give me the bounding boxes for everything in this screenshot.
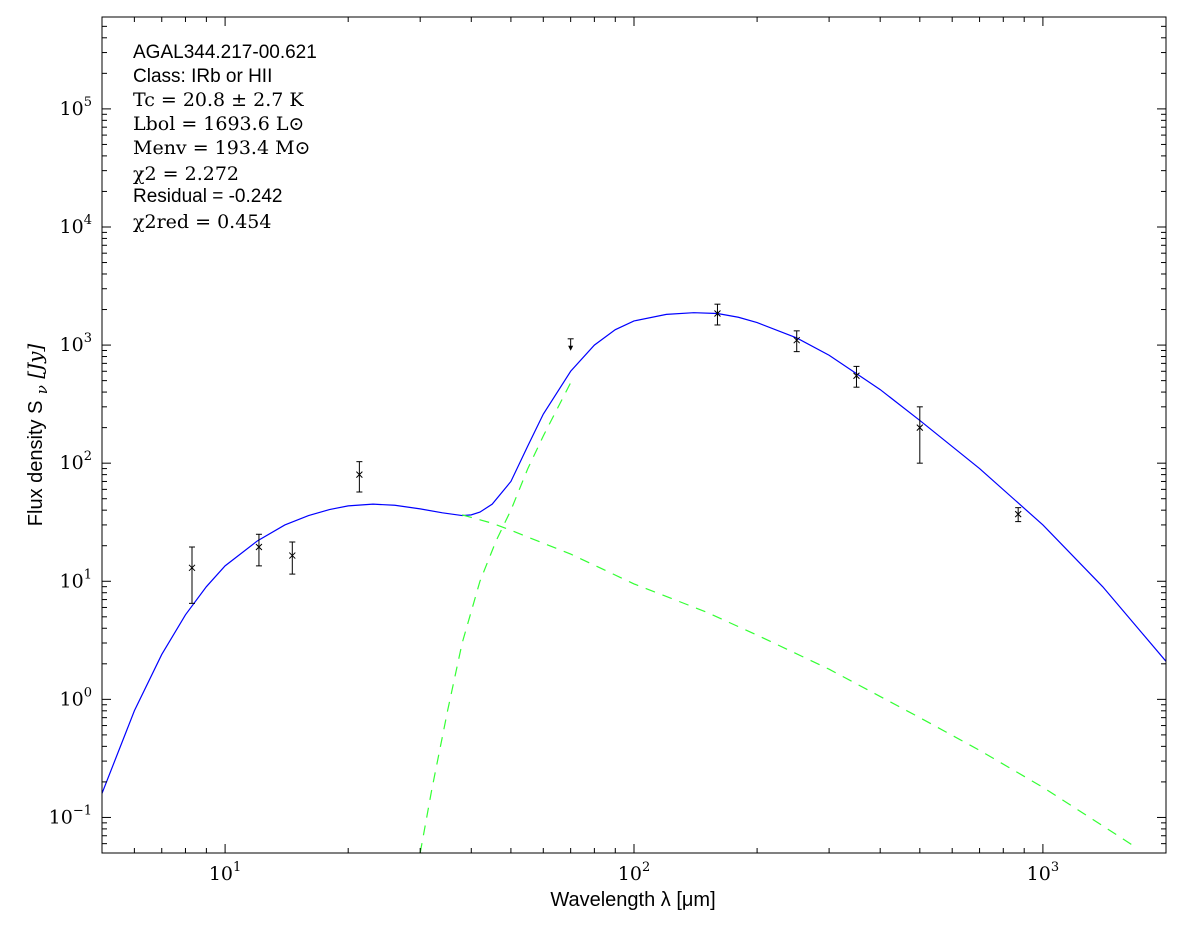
annotation-chi2: χ2 = 2.272 <box>133 163 239 185</box>
y-axis-label: Flux density S ν [Jy] <box>23 344 51 527</box>
point-marker <box>714 310 721 317</box>
point-marker <box>853 372 860 380</box>
data-point <box>793 330 801 353</box>
series-cold-component-line <box>419 382 572 853</box>
y-tick-label: 101 <box>60 567 92 592</box>
y-tick-label: 102 <box>60 449 92 474</box>
plot-frame <box>101 16 1167 854</box>
x-tick-label: 103 <box>1027 860 1059 885</box>
x-axis-label: Wavelength λ [μm] <box>550 889 715 911</box>
series-warm-component-line <box>462 514 1138 849</box>
data-point <box>188 546 196 604</box>
data-point <box>714 303 721 326</box>
data-point <box>853 365 860 388</box>
y-tick-label: 103 <box>60 331 92 356</box>
axis-ticks <box>101 16 1167 854</box>
annotation-block: AGAL344.217-00.621 Class: IRb or HII Tc … <box>133 42 317 233</box>
point-marker <box>793 336 801 344</box>
fit-curves <box>102 312 1166 853</box>
x-tick-label: 102 <box>618 860 650 885</box>
x-tick-labels: 101 102 103 <box>209 860 1059 885</box>
point-marker <box>356 471 363 478</box>
series-total-fit-line <box>102 312 1166 794</box>
y-tick-label: 100 <box>60 685 92 710</box>
data-point <box>255 533 263 567</box>
data-points <box>188 303 1022 604</box>
y-axis-label-unit: [Jy] <box>23 344 47 385</box>
x-tick-label: 101 <box>209 860 241 885</box>
point-marker <box>916 424 924 431</box>
point-marker <box>255 543 263 551</box>
y-tick-label: 105 <box>60 95 92 120</box>
annotation-menv: Menv = 193.4 M⊙ <box>133 137 310 159</box>
data-point <box>916 406 924 464</box>
y-tick-label: 104 <box>60 213 92 238</box>
upper-limit-point <box>567 338 574 351</box>
upper-limit-arrow <box>568 345 574 351</box>
data-point <box>1014 507 1022 523</box>
annotation-chi2red: χ2red = 0.454 <box>133 211 271 233</box>
annotation-class: Class: IRb or HII <box>133 66 272 87</box>
annotation-tc: Tc = 20.8 ± 2.7 K <box>133 89 304 111</box>
point-marker <box>1014 510 1022 518</box>
data-point <box>288 541 296 575</box>
point-marker <box>288 552 296 559</box>
y-axis-label-symbol: ν <box>33 385 51 394</box>
y-tick-label: 10−1 <box>49 803 92 828</box>
annotation-source: AGAL344.217-00.621 <box>133 42 317 63</box>
y-tick-labels: 10−1 100 101 102 103 104 105 <box>49 95 92 829</box>
data-point <box>356 461 363 493</box>
annotation-residual: Residual = -0.242 <box>133 186 282 207</box>
annotation-lbol: Lbol = 1693.6 L⊙ <box>133 113 304 135</box>
point-marker <box>188 564 196 572</box>
